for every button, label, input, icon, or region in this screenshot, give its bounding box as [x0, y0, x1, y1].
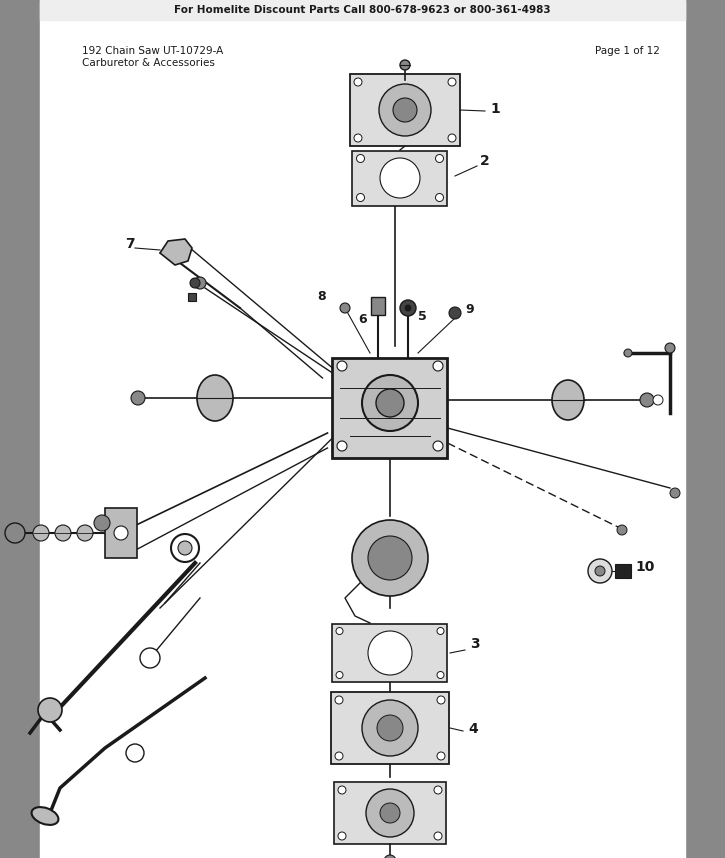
- Text: 1: 1: [490, 102, 500, 116]
- FancyBboxPatch shape: [333, 624, 447, 682]
- Ellipse shape: [197, 375, 233, 421]
- Circle shape: [352, 520, 428, 596]
- Circle shape: [670, 488, 680, 498]
- Circle shape: [114, 526, 128, 540]
- Circle shape: [400, 60, 410, 70]
- Circle shape: [178, 541, 192, 555]
- Circle shape: [354, 134, 362, 142]
- Circle shape: [335, 696, 343, 704]
- Circle shape: [362, 375, 418, 431]
- Circle shape: [448, 78, 456, 86]
- Bar: [0, 0, 40, 858]
- Text: 3: 3: [470, 637, 480, 651]
- Circle shape: [437, 672, 444, 679]
- Circle shape: [437, 752, 445, 760]
- Text: 2: 2: [480, 154, 490, 168]
- Circle shape: [380, 158, 420, 198]
- Circle shape: [436, 154, 444, 162]
- Circle shape: [653, 395, 663, 405]
- Circle shape: [357, 194, 365, 202]
- Text: For Homelite Discount Parts Call 800-678-9623 or 800-361-4983: For Homelite Discount Parts Call 800-678…: [174, 5, 550, 15]
- Bar: [188, 293, 196, 301]
- Bar: [371, 297, 385, 315]
- Circle shape: [384, 855, 396, 858]
- Circle shape: [33, 525, 49, 541]
- Bar: [40, 0, 685, 20]
- Circle shape: [357, 154, 365, 162]
- Circle shape: [380, 803, 400, 823]
- Circle shape: [617, 525, 627, 535]
- Circle shape: [126, 744, 144, 762]
- Circle shape: [171, 534, 199, 562]
- Circle shape: [449, 307, 461, 319]
- Circle shape: [338, 832, 346, 840]
- Circle shape: [190, 278, 200, 288]
- Circle shape: [338, 786, 346, 794]
- Circle shape: [377, 715, 403, 741]
- Text: 4: 4: [468, 722, 478, 736]
- Circle shape: [354, 78, 362, 86]
- Circle shape: [437, 696, 445, 704]
- Circle shape: [5, 523, 25, 543]
- Bar: [685, 0, 725, 858]
- Circle shape: [436, 194, 444, 202]
- Text: 9: 9: [465, 303, 473, 316]
- Circle shape: [640, 393, 654, 407]
- Polygon shape: [160, 239, 192, 265]
- FancyBboxPatch shape: [334, 782, 446, 844]
- Circle shape: [376, 389, 404, 417]
- Circle shape: [368, 536, 412, 580]
- Circle shape: [434, 786, 442, 794]
- FancyBboxPatch shape: [331, 692, 449, 764]
- Circle shape: [94, 515, 110, 531]
- Circle shape: [437, 627, 444, 635]
- Circle shape: [336, 672, 343, 679]
- Circle shape: [405, 305, 411, 311]
- Circle shape: [337, 361, 347, 371]
- Circle shape: [336, 627, 343, 635]
- Circle shape: [77, 525, 93, 541]
- Ellipse shape: [552, 380, 584, 420]
- Circle shape: [368, 631, 412, 675]
- Circle shape: [588, 559, 612, 583]
- Text: 7: 7: [125, 237, 135, 251]
- Circle shape: [434, 832, 442, 840]
- Text: Carburetor & Accessories: Carburetor & Accessories: [82, 58, 215, 68]
- Text: 8: 8: [317, 290, 326, 303]
- FancyBboxPatch shape: [352, 150, 447, 206]
- Circle shape: [624, 349, 632, 357]
- Circle shape: [340, 303, 350, 313]
- Text: Page 1 of 12: Page 1 of 12: [595, 46, 660, 56]
- Circle shape: [379, 84, 431, 136]
- Circle shape: [362, 700, 418, 756]
- Circle shape: [38, 698, 62, 722]
- Circle shape: [433, 441, 443, 451]
- Circle shape: [665, 343, 675, 353]
- Bar: [40, 0, 685, 858]
- Bar: [333, 358, 447, 458]
- Text: 10: 10: [635, 560, 655, 574]
- FancyBboxPatch shape: [105, 508, 137, 558]
- Circle shape: [194, 277, 206, 289]
- Circle shape: [335, 752, 343, 760]
- Circle shape: [55, 525, 71, 541]
- Circle shape: [131, 391, 145, 405]
- Circle shape: [337, 441, 347, 451]
- FancyBboxPatch shape: [350, 74, 460, 146]
- Circle shape: [366, 789, 414, 837]
- Circle shape: [595, 566, 605, 576]
- Circle shape: [140, 648, 160, 668]
- Circle shape: [393, 98, 417, 122]
- Circle shape: [448, 134, 456, 142]
- Bar: [615, 564, 631, 578]
- Ellipse shape: [32, 807, 59, 825]
- Text: 6: 6: [358, 313, 367, 326]
- Circle shape: [400, 300, 416, 316]
- Circle shape: [433, 361, 443, 371]
- Text: 192 Chain Saw UT-10729-A: 192 Chain Saw UT-10729-A: [82, 46, 223, 56]
- Text: 5: 5: [418, 310, 427, 323]
